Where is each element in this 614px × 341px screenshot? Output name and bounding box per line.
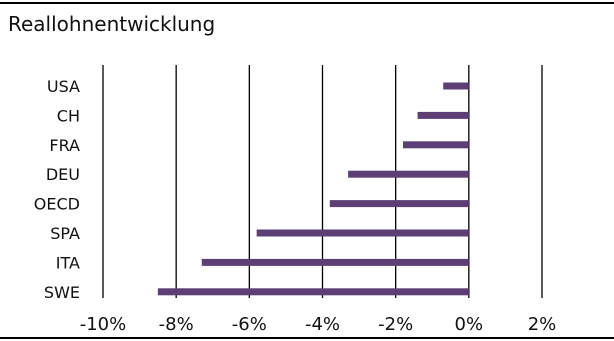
x-tick-label: 0%	[455, 314, 484, 335]
category-labels: USA CH FRA DEU OECD SPA ITA SWE	[34, 77, 80, 302]
bar	[257, 230, 469, 237]
x-tick-label: -10%	[80, 314, 127, 335]
category-label: USA	[47, 77, 80, 96]
bar	[158, 288, 469, 295]
x-tick-label: 2%	[528, 314, 557, 335]
category-label: CH	[57, 106, 80, 125]
category-label: DEU	[46, 165, 80, 184]
category-label: SPA	[50, 224, 80, 243]
bar	[403, 141, 469, 148]
x-tick-labels: -10% -8% -6% -4% -2% 0% 2%	[80, 314, 557, 335]
bar	[202, 259, 469, 266]
bar	[418, 112, 469, 119]
category-label: OECD	[34, 195, 80, 214]
x-tick-label: -4%	[305, 314, 340, 335]
bar	[443, 83, 469, 90]
x-tick-label: -8%	[159, 314, 194, 335]
bottom-rule	[0, 337, 614, 339]
category-label: SWE	[44, 283, 80, 302]
category-label: FRA	[49, 136, 80, 155]
category-label: ITA	[56, 253, 80, 272]
bars	[158, 83, 469, 296]
x-tick-label: -2%	[378, 314, 413, 335]
bar	[330, 200, 469, 207]
bar	[348, 171, 469, 178]
x-tick-label: -6%	[232, 314, 267, 335]
